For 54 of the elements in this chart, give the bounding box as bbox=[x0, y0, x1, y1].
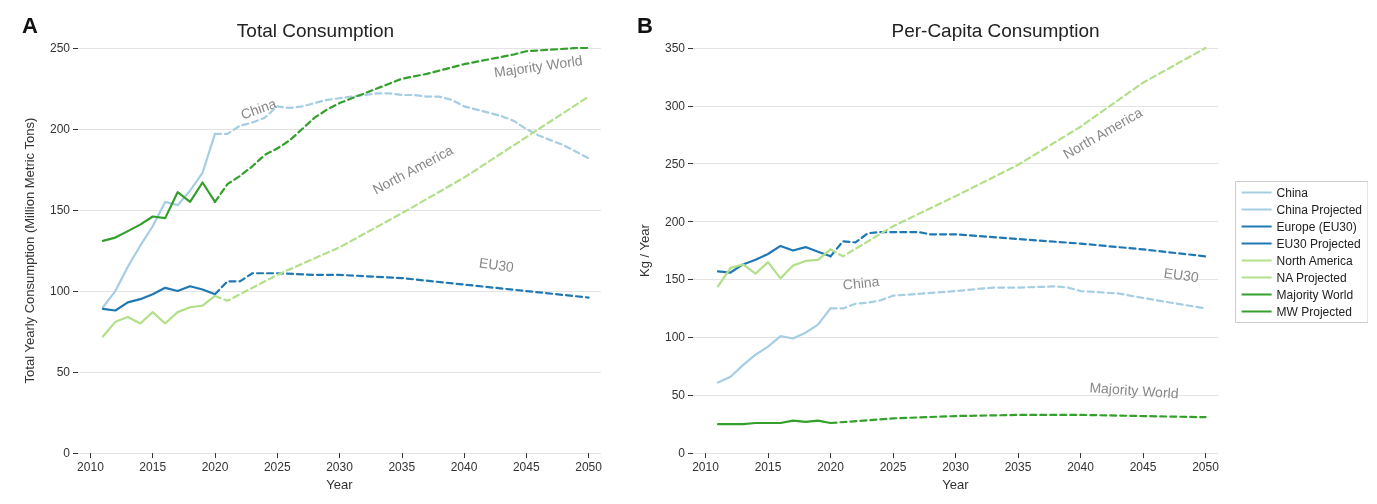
x-tick-label: 2020 bbox=[201, 460, 229, 475]
chart-title: Total Consumption bbox=[236, 20, 395, 41]
x-tick-label: 2035 bbox=[388, 460, 416, 475]
y-tick-label: 100 bbox=[49, 284, 71, 299]
legend-label: Majority World bbox=[1276, 287, 1354, 302]
x-tick-label: 2025 bbox=[263, 460, 291, 475]
x-tick-label: 2015 bbox=[754, 460, 782, 475]
text: B bbox=[637, 12, 653, 38]
x-tick-label: 2010 bbox=[692, 460, 720, 475]
annotation: Majority World bbox=[1088, 379, 1180, 402]
x-tick-label: 2035 bbox=[1004, 460, 1032, 475]
y-tick-label: 50 bbox=[56, 365, 71, 380]
x-axis-title: Year bbox=[942, 477, 970, 492]
annotation: China bbox=[841, 273, 881, 293]
x-tick-label: 2030 bbox=[942, 460, 970, 475]
y-tick-label: 0 bbox=[678, 446, 686, 461]
y-tick-label: 100 bbox=[664, 330, 686, 345]
y-axis-title: Total Yearly Consumption (Million Metric Tons) bbox=[22, 117, 37, 384]
y-tick-label: 300 bbox=[664, 98, 686, 113]
x-tick-label: 2040 bbox=[450, 460, 478, 475]
y-tick-label: 200 bbox=[49, 122, 71, 137]
chart-title: Per-Capita Consumption bbox=[891, 20, 1100, 41]
x-tick-label: 2010 bbox=[77, 460, 105, 475]
annotation: EU30 bbox=[477, 254, 516, 276]
x-tick-label: 2040 bbox=[1067, 460, 1095, 475]
y-tick-label: 250 bbox=[664, 156, 686, 171]
x-axis-title: Year bbox=[326, 477, 354, 492]
text: A bbox=[22, 12, 38, 38]
x-tick-label: 2045 bbox=[1129, 460, 1157, 475]
y-tick-label: 0 bbox=[63, 446, 71, 461]
x-tick-label: 2015 bbox=[139, 460, 167, 475]
annotation: China bbox=[238, 94, 279, 123]
y-tick-label: 250 bbox=[49, 41, 71, 55]
y-tick-label: 350 bbox=[664, 41, 686, 55]
y-tick-label: 50 bbox=[671, 388, 686, 403]
y-tick-label: 150 bbox=[49, 203, 71, 218]
x-tick-label: 2030 bbox=[326, 460, 354, 475]
x-tick-label: 2020 bbox=[817, 460, 845, 475]
y-tick-label: 200 bbox=[664, 214, 686, 229]
annotation: EU30 bbox=[1162, 264, 1200, 286]
y-axis-title: Kg / Year bbox=[637, 223, 652, 277]
x-tick-label: 2050 bbox=[1192, 460, 1220, 475]
legend-label: Europe (EU30) bbox=[1276, 219, 1357, 234]
legend-label: North America bbox=[1276, 253, 1353, 268]
y-tick-label: 150 bbox=[664, 272, 686, 287]
legend-label: MW Projected bbox=[1276, 304, 1352, 319]
legend-label: China bbox=[1276, 185, 1309, 200]
annotation: Majority World bbox=[493, 52, 584, 81]
x-tick-label: 2050 bbox=[575, 460, 603, 475]
x-tick-label: 2045 bbox=[512, 460, 540, 475]
x-tick-label: 2025 bbox=[879, 460, 907, 475]
legend-label: NA Projected bbox=[1276, 270, 1347, 285]
legend-label: EU30 Projected bbox=[1276, 236, 1361, 251]
legend-label: China Projected bbox=[1276, 202, 1363, 217]
